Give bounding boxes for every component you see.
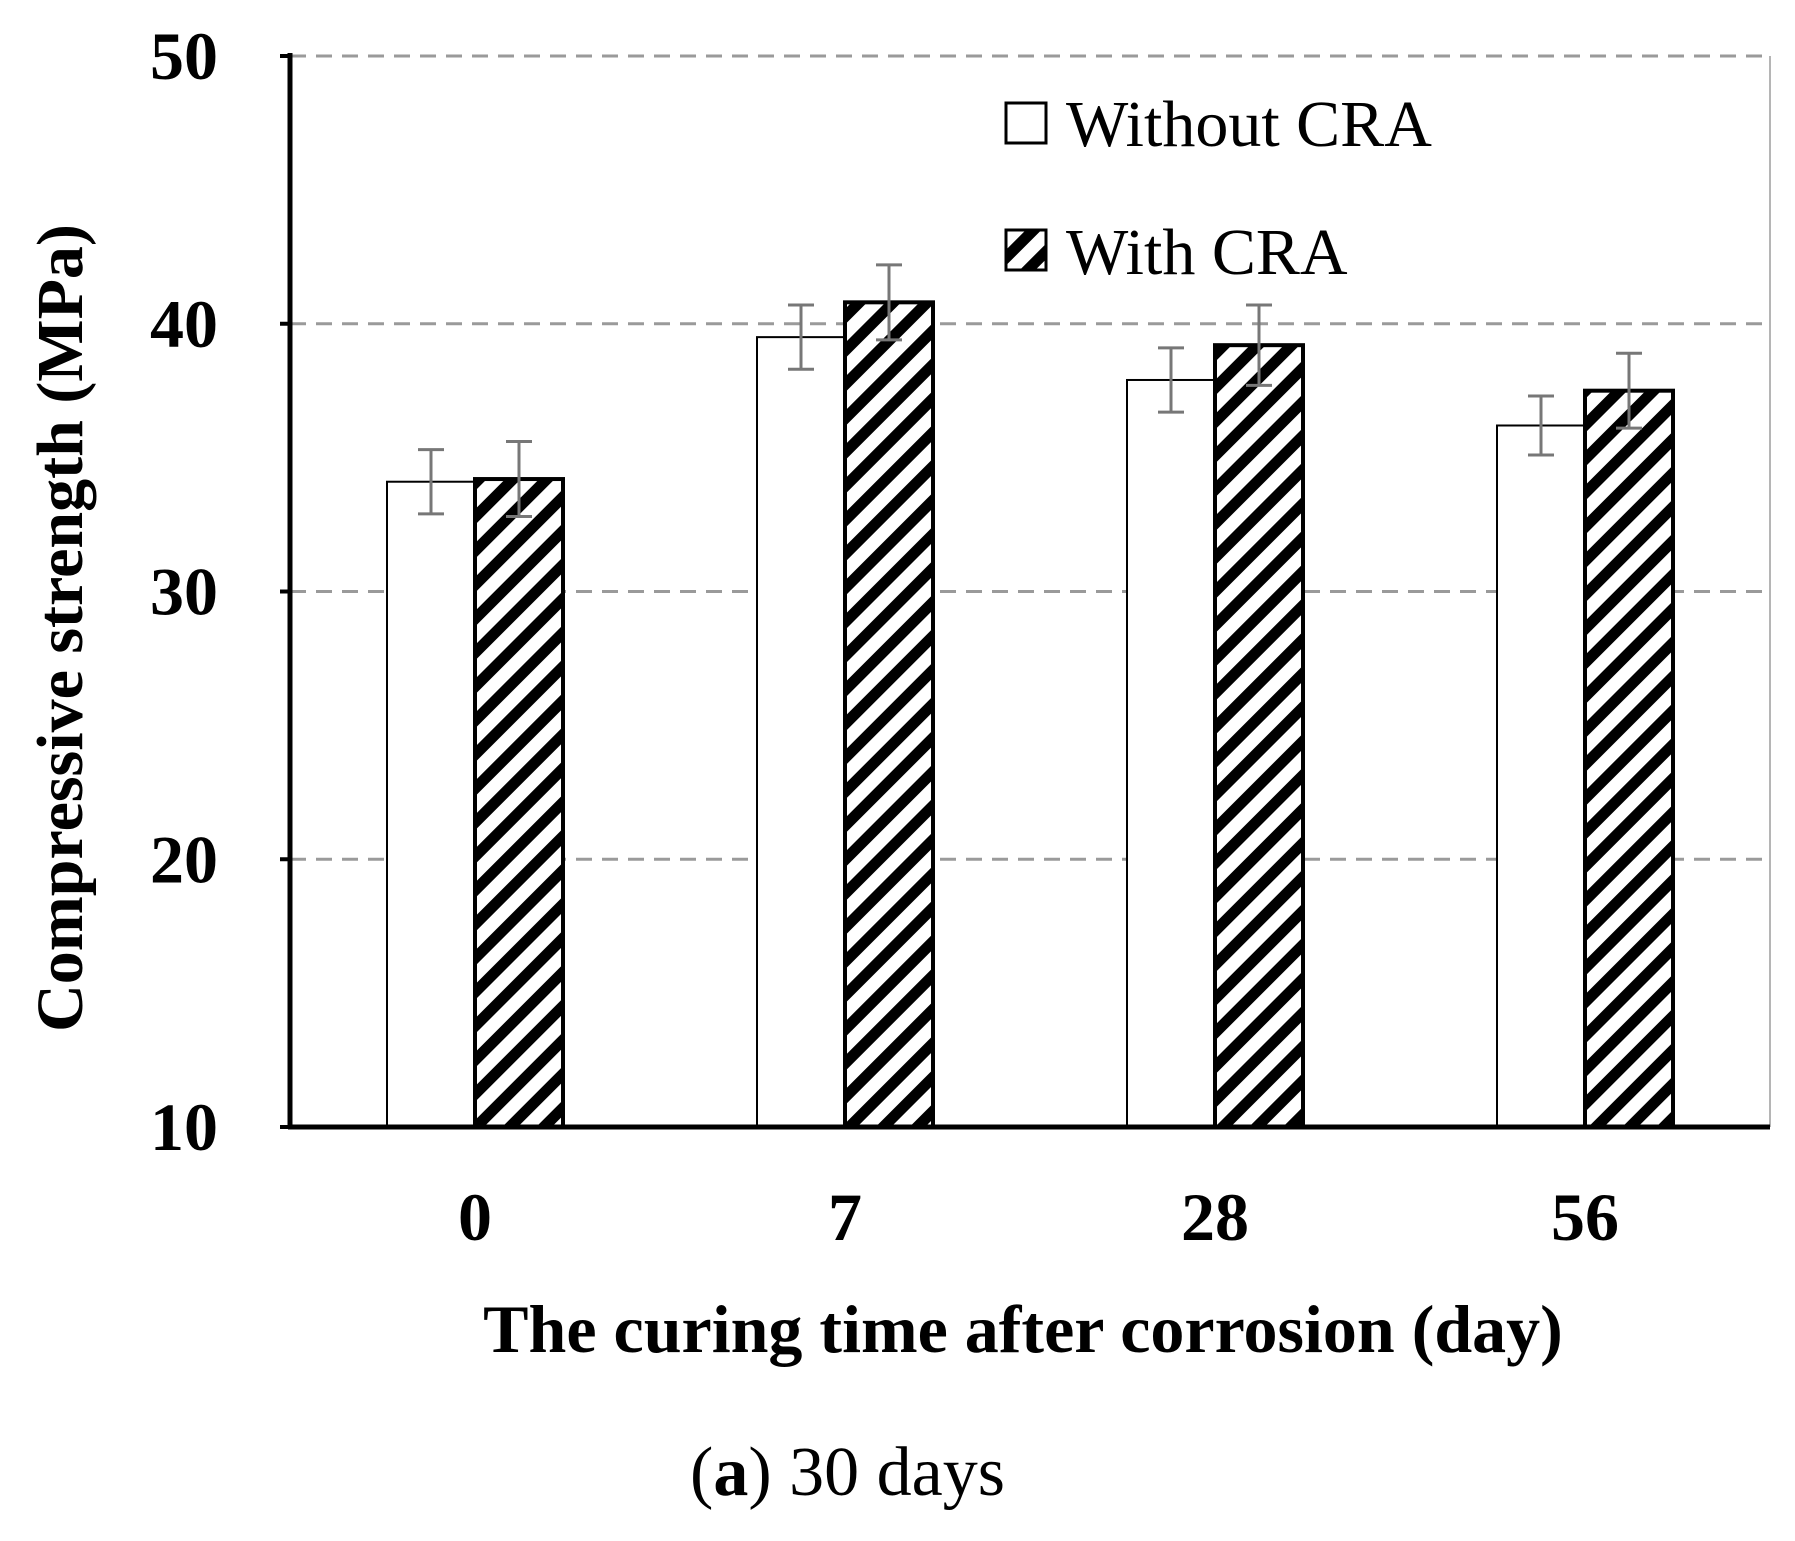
x-tick-label-7: 7 bbox=[828, 1179, 862, 1255]
caption-text: 30 days bbox=[789, 1434, 1005, 1511]
legend-swatch-with-cra bbox=[1004, 228, 1048, 272]
x-tick-label-56: 56 bbox=[1551, 1179, 1619, 1255]
bar-with-cra-28 bbox=[1213, 343, 1305, 1130]
y-tick-label: 30 bbox=[150, 554, 218, 630]
figure-caption: (a) 30 days bbox=[690, 1434, 1005, 1511]
bar-without-cra-7 bbox=[756, 336, 846, 1128]
bar-with-cra-0 bbox=[473, 477, 565, 1130]
axes bbox=[280, 53, 1770, 1130]
x-tick-label-28: 28 bbox=[1181, 1179, 1249, 1255]
y-tick-label: 40 bbox=[150, 286, 218, 362]
legend-label-without-cra: Without CRA bbox=[1066, 88, 1432, 161]
tick-labels: 10 20 30 40 50 0 7 28 56 bbox=[150, 18, 1619, 1255]
bars bbox=[386, 263, 1675, 1130]
legend: Without CRA With CRA bbox=[1004, 88, 1432, 289]
bar-with-cra-7 bbox=[843, 300, 935, 1129]
legend-swatch-without-cra bbox=[1004, 101, 1048, 145]
bar-without-cra-28 bbox=[1126, 378, 1216, 1129]
x-axis-title: The curing time after corrosion (day) bbox=[483, 1291, 1563, 1367]
y-tick-label: 50 bbox=[150, 18, 218, 94]
y-axis-title: Compressive strength (MPa) bbox=[24, 224, 97, 1032]
bar-without-cra-56 bbox=[1496, 424, 1586, 1128]
bar-with-cra-56 bbox=[1583, 388, 1675, 1129]
caption-letter: a bbox=[713, 1434, 748, 1511]
bar-without-cra-0 bbox=[386, 480, 476, 1129]
y-tick-label: 20 bbox=[150, 821, 218, 897]
legend-label-with-cra: With CRA bbox=[1066, 216, 1348, 289]
y-tick-label: 10 bbox=[150, 1089, 218, 1165]
x-tick-label-0: 0 bbox=[458, 1179, 492, 1255]
